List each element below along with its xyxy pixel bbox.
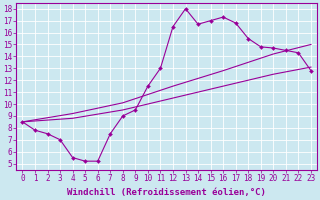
X-axis label: Windchill (Refroidissement éolien,°C): Windchill (Refroidissement éolien,°C) xyxy=(67,188,266,197)
